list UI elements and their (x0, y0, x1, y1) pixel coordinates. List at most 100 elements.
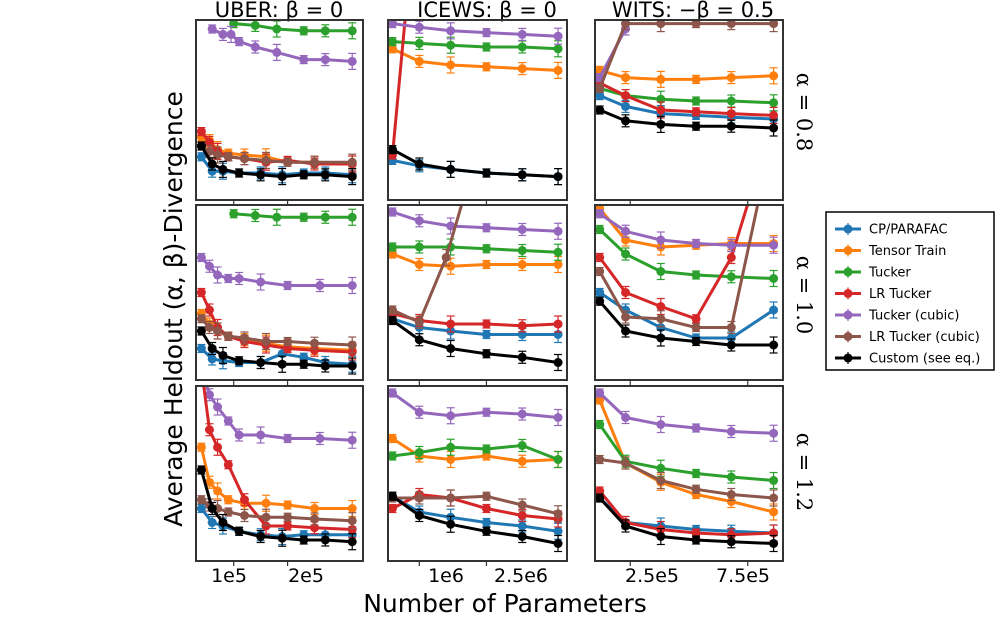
legend-label: LR Tucker (869, 287, 932, 302)
data-point (726, 323, 736, 332)
series-line (598, 496, 774, 545)
data-point (726, 497, 736, 506)
data-point (517, 260, 527, 269)
data-point (481, 491, 491, 501)
data-point (691, 121, 701, 131)
data-point (388, 434, 397, 443)
data-point (769, 240, 779, 250)
data-point (401, 7, 410, 16)
data-point (446, 442, 456, 452)
data-point (213, 442, 223, 452)
data-point (595, 209, 605, 219)
series-line (391, 391, 559, 419)
panel-frame (195, 204, 364, 381)
series-custom-see-eq (595, 105, 779, 137)
data-point (621, 413, 631, 422)
data-point (481, 260, 491, 269)
panels (195, 7, 784, 566)
data-point (481, 168, 491, 178)
data-point (726, 20, 736, 29)
data-point (223, 416, 233, 426)
data-point (691, 528, 701, 538)
panel-frame (387, 204, 568, 381)
data-point (517, 170, 527, 180)
legend-swatch-marker (843, 332, 853, 341)
data-point (207, 354, 217, 364)
data-point (315, 434, 325, 443)
data-point (388, 504, 397, 513)
data-point (446, 344, 456, 353)
data-point (769, 123, 779, 133)
data-point (517, 225, 527, 234)
series-line (599, 94, 774, 121)
data-point (621, 116, 631, 126)
data-point (621, 249, 631, 259)
data-point (283, 500, 293, 510)
data-point (388, 388, 397, 398)
data-point (595, 420, 605, 429)
series-custom-see-eq (388, 315, 563, 372)
data-point (299, 26, 309, 36)
series-line (391, 495, 559, 545)
data-point (481, 518, 491, 527)
data-point (553, 526, 563, 536)
data-point (621, 326, 631, 336)
data-point (621, 20, 631, 29)
legend-label: CP/PARAFAC (869, 223, 948, 238)
row-label-alpha-1-0: α = 1.0 (792, 256, 816, 335)
series-line (392, 317, 558, 336)
data-point (256, 358, 266, 367)
series-line (392, 444, 559, 461)
data-point (196, 288, 206, 297)
data-point (277, 359, 287, 369)
data-point (299, 352, 309, 362)
legend-swatch-marker (843, 289, 853, 298)
data-point (256, 277, 266, 287)
series-custom-see-eq (388, 145, 563, 186)
plot-area (388, 388, 563, 553)
series-tucker (595, 224, 779, 288)
panel-wits-row-1 (594, 204, 784, 385)
data-point (414, 335, 424, 345)
data-point (726, 530, 736, 540)
data-point (310, 157, 320, 167)
row-label-alpha-0-8: α = 0.8 (792, 73, 816, 152)
y-axis-label: Average Heldout (α, β)-Divergence (159, 91, 188, 527)
plot-area (595, 20, 779, 137)
data-point (196, 141, 206, 151)
data-point (283, 521, 293, 531)
data-point (769, 98, 779, 108)
series-lr-tucker-cubic (388, 205, 464, 329)
series-line (598, 212, 774, 247)
data-point (481, 244, 491, 254)
data-point (283, 281, 293, 290)
data-point (204, 137, 214, 147)
data-point (310, 504, 320, 513)
data-point (726, 490, 736, 499)
series-lr-tucker (595, 486, 779, 542)
data-point (691, 74, 701, 84)
data-point (691, 423, 701, 433)
panel-frame (387, 385, 568, 562)
data-point (213, 150, 223, 160)
data-point (769, 476, 779, 485)
data-point (726, 253, 736, 262)
series-lr-tucker (202, 386, 357, 539)
data-point (769, 493, 779, 503)
data-point (595, 455, 605, 464)
data-point (388, 37, 397, 47)
data-point (656, 20, 666, 29)
data-point (769, 340, 779, 350)
data-point (446, 261, 456, 271)
data-point (310, 338, 320, 348)
data-point (299, 212, 309, 222)
data-point (726, 240, 736, 250)
data-point (517, 521, 527, 531)
data-point (691, 239, 701, 248)
data-point (196, 442, 206, 452)
data-point (234, 274, 244, 283)
data-point (261, 521, 271, 531)
data-point (595, 267, 605, 276)
legend-label: Custom (see eq.) (869, 352, 980, 367)
series-line (391, 20, 407, 156)
